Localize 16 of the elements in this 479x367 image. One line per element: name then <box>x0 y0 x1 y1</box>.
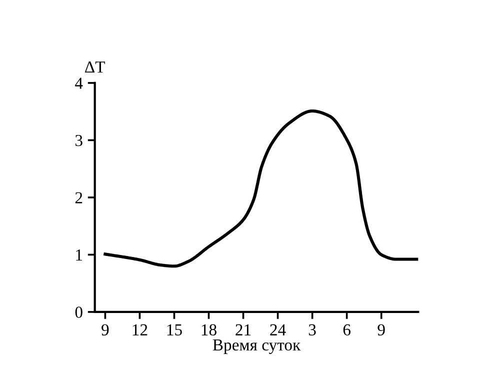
y-tick-label: 1 <box>76 249 82 260</box>
x-tick-label: 21 <box>236 324 251 336</box>
x-tick-label: 6 <box>343 324 350 336</box>
x-tick-label: 3 <box>308 324 316 336</box>
x-axis-title: Время суток <box>212 339 301 354</box>
y-tick-label: 3 <box>76 134 82 146</box>
x-tick-label: 9 <box>378 324 385 336</box>
x-tick-label: 18 <box>202 324 216 336</box>
x-tick-label: 15 <box>167 324 182 336</box>
y-tick-label: 2 <box>75 192 82 204</box>
y-tick-label: 0 <box>75 306 82 318</box>
x-tick-label: 24 <box>270 324 286 336</box>
y-axis-title: ΔT <box>85 62 106 73</box>
x-tick-label: 9 <box>102 324 109 336</box>
y-tick-label: 4 <box>75 78 83 89</box>
x-tick-label: 12 <box>132 324 148 336</box>
